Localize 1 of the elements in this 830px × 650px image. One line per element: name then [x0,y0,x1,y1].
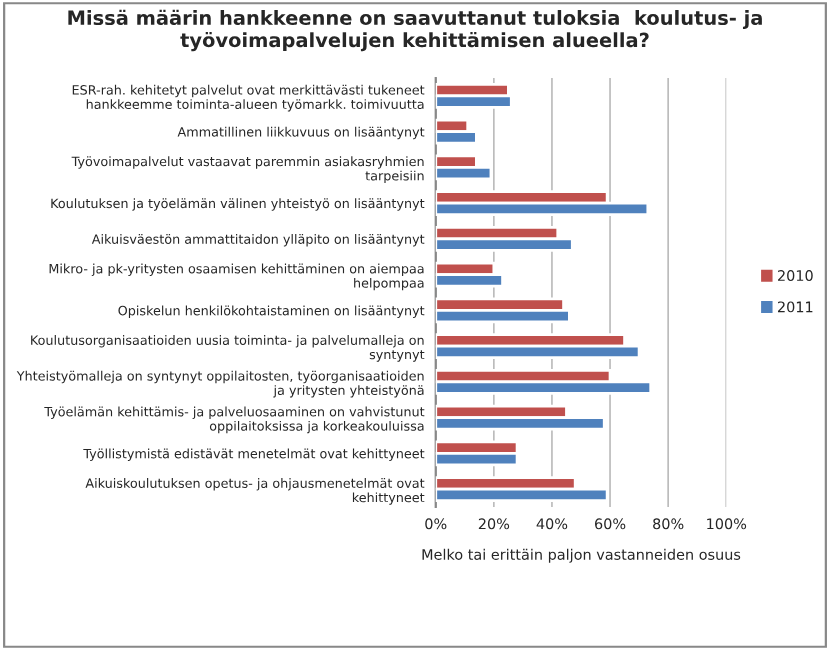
chart-title: Missä määrin hankkeenne on saavuttanut tuloksia koulutus- ja työvoimapalvelujen kehittämisen alueella? [68,9,762,52]
